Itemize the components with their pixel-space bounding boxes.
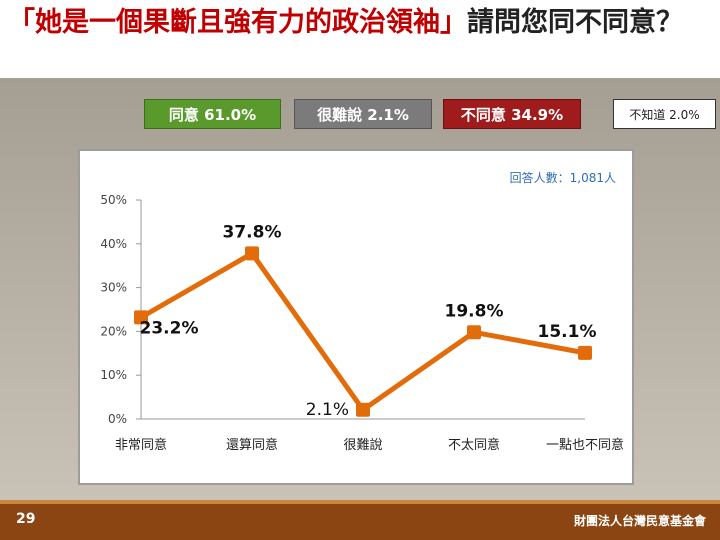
hard-to-say-summary-badge: 很難說 2.1% <box>294 99 432 129</box>
title-question: 請問您同不同意？ <box>467 7 683 38</box>
x-tick-label: 很難說 <box>343 437 382 453</box>
chart-container: 回答人數：1,081人 0% 10% 20% 30% 40% 50% 非常同意 還算同意 很難說… <box>78 149 634 485</box>
line-chart: 回答人數：1,081人 0% 10% 20% 30% 40% 50% 非常同意 還算同意 很難說… <box>100 170 624 453</box>
title-quote: 「她是一個果斷且強有力的政治領袖」 <box>8 7 467 38</box>
data-label: 2.1% <box>306 400 349 420</box>
footer-accent-band <box>0 500 720 504</box>
x-tick-label: 不太同意 <box>448 437 500 453</box>
y-tick-label: 20% <box>100 324 127 338</box>
data-point-marker <box>134 310 148 325</box>
data-point-marker <box>467 325 481 340</box>
y-tick-label: 0% <box>108 412 127 426</box>
x-tick-label: 非常同意 <box>115 437 167 453</box>
data-label: 15.1% <box>538 322 597 342</box>
disagree-summary-badge: 不同意 34.9% <box>443 99 581 129</box>
data-point-marker <box>356 402 370 417</box>
footer <box>0 500 720 540</box>
page-number: 29 <box>16 511 36 527</box>
page-title: 「她是一個果斷且強有力的政治領袖」請問您同不同意？ <box>8 6 713 40</box>
data-label: 37.8% <box>223 222 282 242</box>
data-label: 23.2% <box>140 318 199 338</box>
data-label: 19.8% <box>445 301 504 321</box>
series-line <box>139 250 586 413</box>
respondent-count-annotation: 回答人數：1,081人 <box>510 170 616 185</box>
y-tick-label: 30% <box>100 281 127 295</box>
y-tick-label: 40% <box>100 237 127 251</box>
agree-summary-badge: 同意 61.0% <box>144 99 281 129</box>
x-tick-label: 還算同意 <box>226 437 278 453</box>
organization-name: 財團法人台灣民意基金會 <box>573 514 706 528</box>
data-point-marker <box>578 345 592 360</box>
header: 「她是一個果斷且強有力的政治領袖」請問您同不同意？ <box>0 0 720 78</box>
y-tick-label: 10% <box>100 368 127 382</box>
y-tick-label: 50% <box>100 193 127 207</box>
data-point-marker <box>245 246 259 261</box>
x-tick-label: 一點也不同意 <box>546 437 624 453</box>
dont-know-summary-badge: 不知道 2.0% <box>613 99 716 129</box>
